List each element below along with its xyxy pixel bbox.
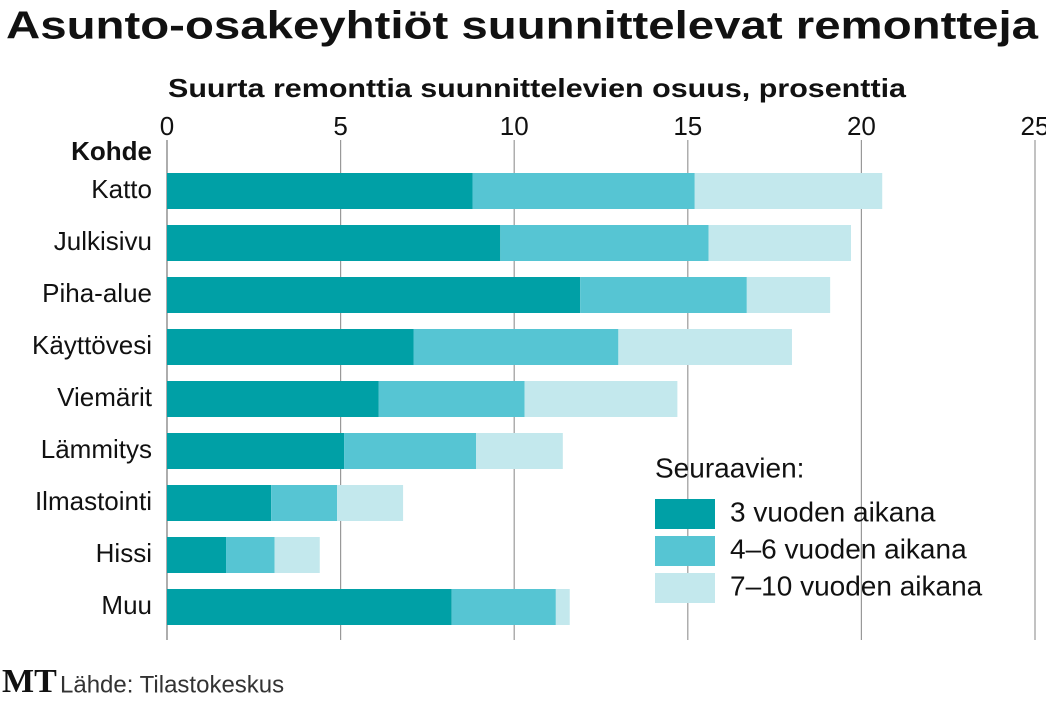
bar-segment: [271, 485, 338, 521]
y-tick-label: Katto: [91, 174, 152, 204]
legend-swatch: [655, 536, 715, 566]
logo: MT: [2, 663, 57, 700]
bar-segment: [618, 329, 792, 365]
legend-title: Seuraavien:: [655, 452, 804, 483]
source: Lähde: Tilastokeskus: [60, 671, 284, 698]
category-header: Kohde: [71, 136, 152, 166]
bar-segment: [337, 485, 404, 521]
y-tick-label: Julkisivu: [54, 226, 152, 256]
bar-segment: [167, 381, 379, 417]
bar-segment: [555, 589, 570, 625]
bar-segment: [167, 589, 452, 625]
bar-segment: [167, 329, 414, 365]
y-tick-label: Lämmitys: [41, 434, 152, 464]
legend-label: 7–10 vuoden aikana: [730, 570, 983, 601]
bar-segment: [274, 537, 320, 573]
bar-segment: [167, 225, 501, 261]
bar-segment: [167, 485, 272, 521]
bar-segment: [476, 433, 563, 469]
legend-label: 3 vuoden aikana: [730, 496, 936, 527]
bar-segment: [500, 225, 709, 261]
bar-segment: [580, 277, 747, 313]
y-tick-label: Muu: [101, 590, 152, 620]
y-tick-label: Hissi: [96, 538, 152, 568]
bar-segment: [167, 433, 345, 469]
y-tick-label: Käyttövesi: [32, 330, 152, 360]
x-tick-label: 25: [1021, 111, 1046, 141]
bar-segment: [167, 277, 581, 313]
x-tick-label: 0: [160, 111, 174, 141]
legend-swatch: [655, 573, 715, 603]
bar-segment: [167, 537, 227, 573]
x-tick-label: 10: [500, 111, 529, 141]
bar-segment: [167, 173, 473, 209]
y-tick-label: Viemärit: [57, 382, 153, 412]
chart-title: Asunto-osakeyhtiöt suunnittelevat remont…: [6, 4, 1038, 47]
legend-swatch: [655, 499, 715, 529]
bar-segment: [524, 381, 678, 417]
x-tick-label: 5: [333, 111, 347, 141]
bar-segment: [451, 589, 556, 625]
x-axis-label: Suurta remonttia suunnittelevien osuus, …: [168, 73, 907, 103]
bar-segment: [226, 537, 275, 573]
x-tick-label: 15: [673, 111, 702, 141]
legend-label: 4–6 vuoden aikana: [730, 533, 967, 564]
bar-segment: [413, 329, 619, 365]
y-tick-label: Piha-alue: [42, 278, 152, 308]
x-tick-label: 20: [847, 111, 876, 141]
y-tick-label: Ilmastointi: [35, 486, 152, 516]
bar-segment: [378, 381, 525, 417]
bar-segment: [472, 173, 695, 209]
bar-segment: [694, 173, 883, 209]
bar-segment: [746, 277, 831, 313]
bar-segment: [708, 225, 851, 261]
bar-segment: [344, 433, 477, 469]
